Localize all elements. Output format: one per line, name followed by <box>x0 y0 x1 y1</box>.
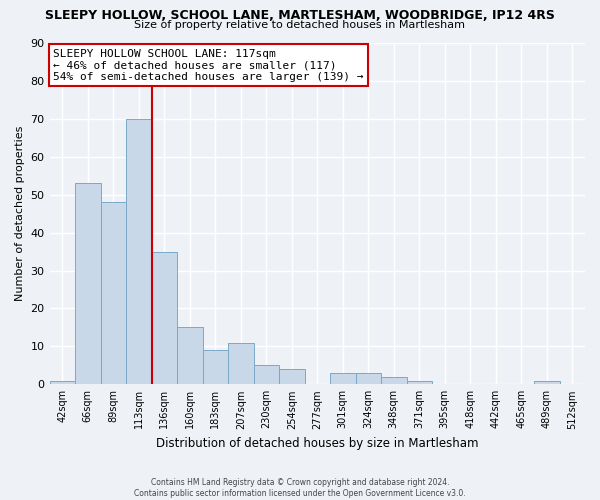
Bar <box>228 342 254 384</box>
Bar <box>126 119 152 384</box>
Bar <box>534 380 560 384</box>
Text: Contains HM Land Registry data © Crown copyright and database right 2024.
Contai: Contains HM Land Registry data © Crown c… <box>134 478 466 498</box>
Bar <box>254 366 279 384</box>
Text: SLEEPY HOLLOW SCHOOL LANE: 117sqm
← 46% of detached houses are smaller (117)
54%: SLEEPY HOLLOW SCHOOL LANE: 117sqm ← 46% … <box>53 48 364 82</box>
Bar <box>101 202 126 384</box>
Bar <box>407 380 432 384</box>
Bar <box>50 380 75 384</box>
Bar <box>356 373 381 384</box>
Bar <box>75 184 101 384</box>
Text: Size of property relative to detached houses in Martlesham: Size of property relative to detached ho… <box>134 20 466 30</box>
Bar <box>279 369 305 384</box>
Bar <box>330 373 356 384</box>
Bar <box>203 350 228 384</box>
Bar <box>381 376 407 384</box>
Bar <box>177 328 203 384</box>
X-axis label: Distribution of detached houses by size in Martlesham: Distribution of detached houses by size … <box>156 437 479 450</box>
Text: SLEEPY HOLLOW, SCHOOL LANE, MARTLESHAM, WOODBRIDGE, IP12 4RS: SLEEPY HOLLOW, SCHOOL LANE, MARTLESHAM, … <box>45 9 555 22</box>
Y-axis label: Number of detached properties: Number of detached properties <box>15 126 25 302</box>
Bar <box>152 252 177 384</box>
